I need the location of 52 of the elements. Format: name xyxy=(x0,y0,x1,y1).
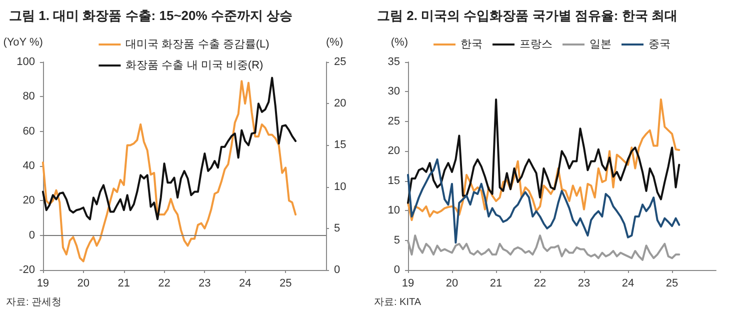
y2-axis-title: (%) xyxy=(326,36,344,48)
x-tick-label: 20 xyxy=(446,278,458,290)
y-tick-label: 100 xyxy=(16,56,35,68)
x-tick-label: 22 xyxy=(158,278,170,290)
y-tick-label: 5 xyxy=(394,234,400,246)
y-tick-label: 10 xyxy=(388,204,400,217)
chart-title: 그림 2. 미국의 수입화장품 국가별 점유율: 한국 최대 xyxy=(377,8,678,23)
y-tick-label: 0 xyxy=(394,264,400,276)
text: 자료: KITA xyxy=(374,297,422,308)
y2-tick-label: 10 xyxy=(334,180,346,193)
x-tick-label: 24 xyxy=(238,278,252,290)
y-tick-label: 25 xyxy=(388,115,400,128)
legend-label: 프랑스 xyxy=(520,38,552,50)
y-tick-label: 0 xyxy=(28,229,35,242)
y-tick-label: 40 xyxy=(22,160,35,172)
y-tick-label: 30 xyxy=(388,86,400,98)
y-axis-title: (%) xyxy=(390,36,408,48)
x-tick-label: 24 xyxy=(622,278,634,290)
legend-label: 한국 xyxy=(460,38,482,50)
y-tick-label: 60 xyxy=(22,125,35,138)
y-tick-label: 20 xyxy=(388,145,400,158)
line-series xyxy=(42,80,297,262)
x-tick-label: 25 xyxy=(279,278,292,290)
y2-tick-label: 0 xyxy=(334,264,340,276)
x-tick-label: 19 xyxy=(402,278,414,290)
y-tick-label: 20 xyxy=(22,194,35,207)
legend-label: 중국 xyxy=(648,38,670,50)
y-tick-label: -20 xyxy=(19,264,35,276)
x-tick-label: 19 xyxy=(36,278,50,290)
x-tick-label: 21 xyxy=(490,278,502,290)
y-tick-label: 35 xyxy=(388,56,400,68)
y-axis-title: (YoY %) xyxy=(3,36,43,48)
x-tick-label: 23 xyxy=(198,278,211,290)
x-tick-label: 25 xyxy=(666,278,678,290)
y2-tick-label: 5 xyxy=(334,222,340,234)
line-series xyxy=(407,158,680,244)
line-series xyxy=(407,234,680,261)
legend-label: 화장품 수출 내 미국 비중(R) xyxy=(126,60,264,72)
line-series xyxy=(42,76,297,220)
text: 자료: 관세청 xyxy=(6,297,62,308)
x-tick-label: 21 xyxy=(118,278,130,290)
x-tick-label: 20 xyxy=(77,278,90,290)
legend-label: 일본 xyxy=(590,38,612,50)
legend-label: 대미국 화장품 수출 증감률(L) xyxy=(126,38,270,50)
chart-title: 그림 1. 대미 화장품 수출: 15~20% 수준까지 상승 xyxy=(9,8,293,23)
x-tick-label: 22 xyxy=(534,278,546,290)
y-tick-label: 15 xyxy=(388,174,400,187)
x-tick-label: 23 xyxy=(578,278,590,290)
y-tick-label: 80 xyxy=(22,90,35,103)
y2-tick-label: 15 xyxy=(334,139,346,152)
y2-tick-label: 20 xyxy=(334,98,346,110)
y2-tick-label: 25 xyxy=(334,56,346,68)
